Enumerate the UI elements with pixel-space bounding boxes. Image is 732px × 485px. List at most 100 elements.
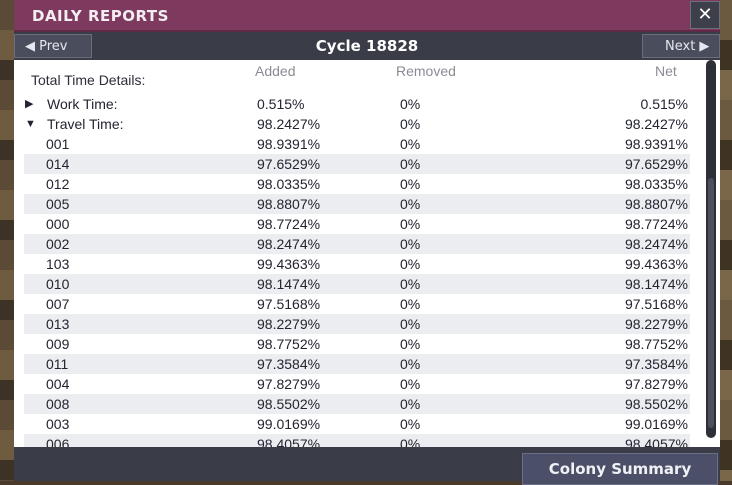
close-icon: ✕ [697, 4, 713, 25]
cell-net: 97.8279% [624, 376, 688, 392]
cell-net: 98.5502% [624, 396, 688, 412]
row-name: 103 [46, 256, 70, 272]
row-name: 007 [46, 296, 70, 312]
cell-removed: 0% [400, 316, 421, 332]
table-row: 003 99.0169% 0% 99.0169% [24, 414, 690, 434]
cell-net: 98.8807% [624, 196, 688, 212]
cell-net: 98.1474% [624, 276, 688, 292]
cell-net: 98.4057% [624, 436, 688, 447]
cell-added: 98.1474% [257, 276, 321, 292]
row-name: 000 [46, 216, 70, 232]
row-name: 004 [46, 376, 70, 392]
cell-net: 98.0335% [624, 176, 688, 192]
cell-added: 99.4363% [257, 256, 321, 272]
cell-removed: 0% [400, 256, 421, 272]
cell-removed: 0% [400, 336, 421, 352]
table-row: 010 98.1474% 0% 98.1474% [24, 274, 690, 294]
cycle-label: Cycle 18828 [315, 37, 419, 55]
cell-removed: 0% [400, 196, 421, 212]
titlebar: DAILY REPORTS ✕ [14, 0, 720, 32]
cell-added: 97.5168% [257, 296, 321, 312]
column-header-net: Net [655, 63, 677, 79]
cell-removed: 0% [400, 236, 421, 252]
row-name: 002 [46, 236, 70, 252]
row-name: Travel Time: [47, 116, 124, 132]
cell-removed: 0% [400, 96, 421, 112]
expandable-row[interactable]: ▶ Work Time: 0.515% 0% 0.515% [24, 94, 690, 114]
table-row: 014 97.6529% 0% 97.6529% [24, 154, 690, 174]
row-name: 003 [46, 416, 70, 432]
table-row: 005 98.8807% 0% 98.8807% [24, 194, 690, 214]
cell-net: 98.9391% [624, 136, 688, 152]
cell-added: 98.4057% [257, 436, 321, 447]
prev-button[interactable]: ◀ Prev [14, 34, 92, 58]
column-header-added: Added [255, 63, 296, 79]
cell-net: 98.7752% [624, 336, 688, 352]
cell-added: 97.3584% [257, 356, 321, 372]
table-row: 103 99.4363% 0% 99.4363% [24, 254, 690, 274]
cell-added: 97.8279% [257, 376, 321, 392]
cell-net: 97.5168% [624, 296, 688, 312]
cell-removed: 0% [400, 116, 421, 132]
cell-removed: 0% [400, 356, 421, 372]
close-button[interactable]: ✕ [690, 1, 720, 29]
cell-removed: 0% [400, 376, 421, 392]
table-row: 004 97.8279% 0% 97.8279% [24, 374, 690, 394]
cell-removed: 0% [400, 176, 421, 192]
cell-net: 99.4363% [624, 256, 688, 272]
next-button[interactable]: Next ▶ [642, 34, 720, 58]
table-row: 013 98.2279% 0% 98.2279% [24, 314, 690, 334]
colony-summary-button[interactable]: Colony Summary [522, 453, 718, 485]
row-name: Work Time: [47, 96, 118, 112]
row-name: 009 [46, 336, 70, 352]
cell-net: 98.2474% [624, 236, 688, 252]
table-row: 000 98.7724% 0% 98.7724% [24, 214, 690, 234]
cell-net: 98.7724% [624, 216, 688, 232]
game-background-right [718, 0, 732, 481]
report-content: Added Removed Net Total Time Details: ▶ W… [14, 60, 720, 447]
cell-removed: 0% [400, 396, 421, 412]
cell-added: 99.0169% [257, 416, 321, 432]
expandable-row[interactable]: ▼ Travel Time: 98.2427% 0% 98.2427% [24, 114, 690, 134]
cell-added: 98.0335% [257, 176, 321, 192]
row-name: 001 [46, 136, 70, 152]
cell-net: 0.515% [640, 96, 688, 112]
cell-added: 98.7752% [257, 336, 321, 352]
cycle-navigation: ◀ Prev Cycle 18828 Next ▶ [14, 32, 720, 60]
collapse-arrow-icon: ▼ [25, 118, 36, 130]
cell-removed: 0% [400, 436, 421, 447]
cell-removed: 0% [400, 276, 421, 292]
cell-added: 98.2279% [257, 316, 321, 332]
table-row: 001 98.9391% 0% 98.9391% [24, 134, 690, 154]
expand-arrow-icon: ▶ [25, 98, 34, 110]
row-name: 012 [46, 176, 70, 192]
row-name: 010 [46, 276, 70, 292]
row-name: 005 [46, 196, 70, 212]
footer: Colony Summary [14, 447, 720, 485]
cell-added: 97.6529% [257, 156, 321, 172]
cell-added: 98.8807% [257, 196, 321, 212]
cell-removed: 0% [400, 136, 421, 152]
window-title: DAILY REPORTS [32, 7, 169, 25]
daily-reports-panel: DAILY REPORTS ✕ ◀ Prev Cycle 18828 Next … [14, 0, 720, 485]
cell-net: 97.6529% [624, 156, 688, 172]
cell-removed: 0% [400, 216, 421, 232]
cell-added: 98.7724% [257, 216, 321, 232]
cell-added: 98.2427% [257, 116, 321, 132]
row-name: 008 [46, 396, 70, 412]
cell-net: 98.2279% [624, 316, 688, 332]
row-name: 014 [46, 156, 70, 172]
cell-net: 99.0169% [624, 416, 688, 432]
cell-added: 98.2474% [257, 236, 321, 252]
scrollbar-thumb[interactable] [708, 178, 714, 428]
game-background-left [0, 0, 14, 481]
cell-net: 98.2427% [624, 116, 688, 132]
column-header-removed: Removed [396, 63, 456, 79]
table-row: 012 98.0335% 0% 98.0335% [24, 174, 690, 194]
table-row: 011 97.3584% 0% 97.3584% [24, 354, 690, 374]
cell-added: 98.5502% [257, 396, 321, 412]
row-name: 011 [46, 356, 69, 372]
table-row: 009 98.7752% 0% 98.7752% [24, 334, 690, 354]
cell-removed: 0% [400, 156, 421, 172]
cell-added: 98.9391% [257, 136, 321, 152]
